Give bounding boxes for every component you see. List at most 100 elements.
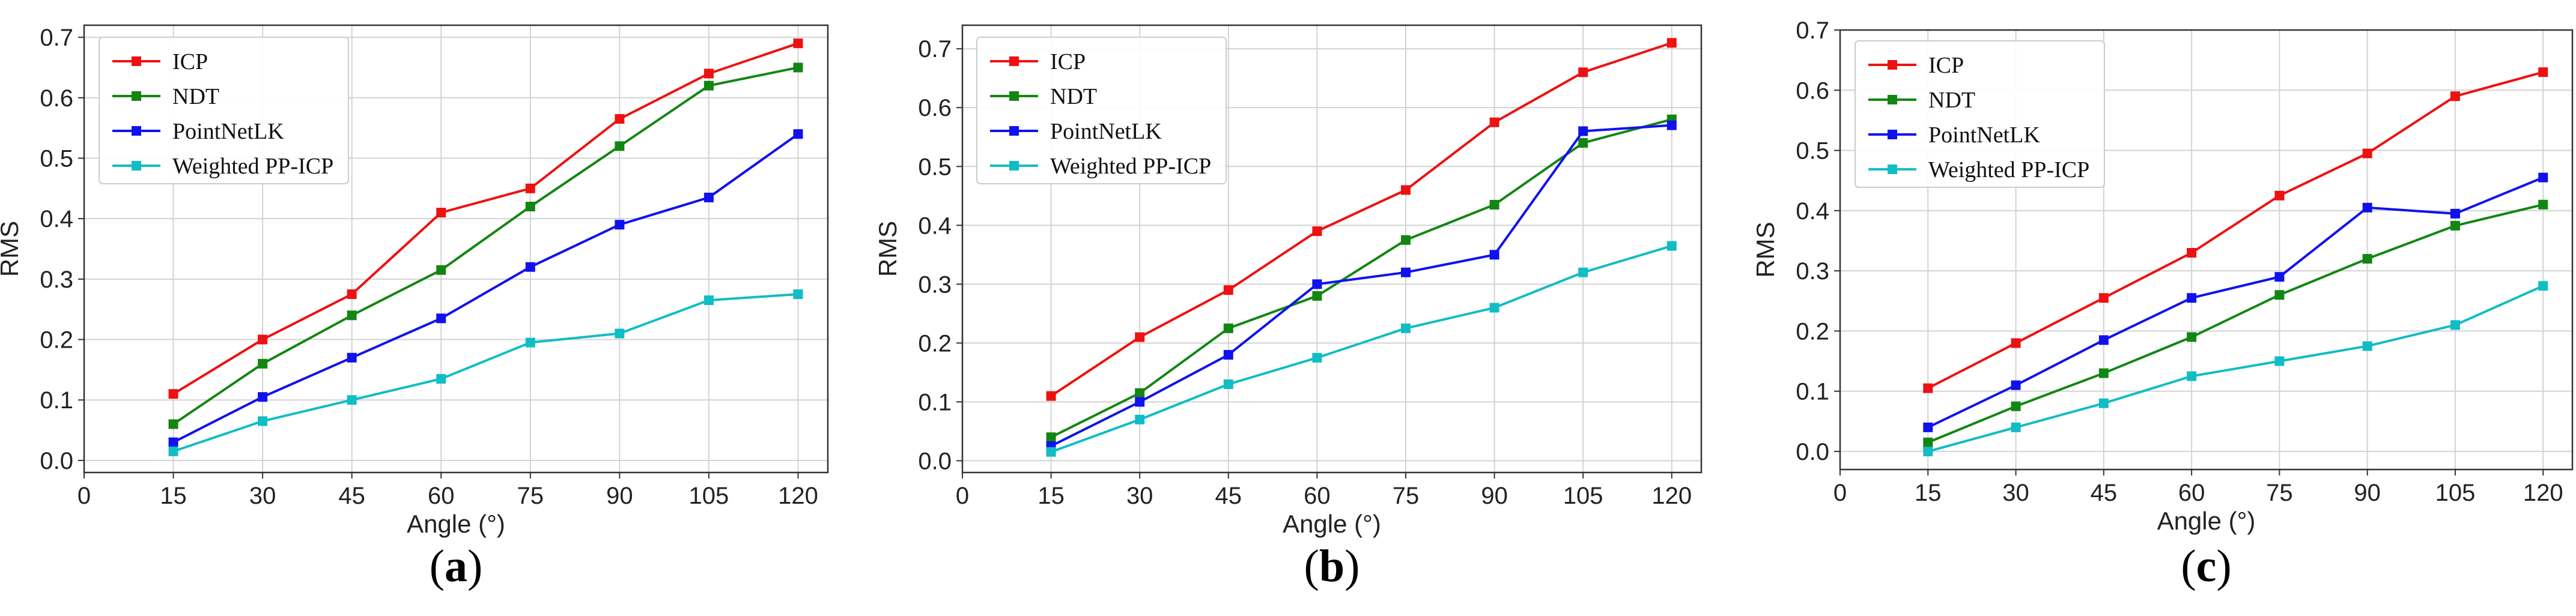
data-point <box>2362 148 2372 159</box>
data-point <box>1489 199 1499 210</box>
data-point <box>1312 279 1322 289</box>
data-point <box>1312 352 1322 363</box>
legend-label: PointNetLK <box>172 119 284 144</box>
data-point <box>436 265 446 275</box>
data-point <box>1666 120 1677 130</box>
series-line <box>1927 71 2544 390</box>
chart-panel-c: 0 15 30 45 60 75 90 105 120 0.0 0.1 0.2 0.3 0.4 0.5 0.6… <box>1751 17 2574 591</box>
data-point <box>436 373 446 384</box>
legend-box <box>976 37 1227 184</box>
legend-label: PointNetLK <box>1050 119 1162 144</box>
data-point <box>2098 335 2109 345</box>
data-point <box>703 192 714 202</box>
data-point <box>347 352 357 363</box>
y-axis-label: RMS <box>873 221 902 277</box>
data-point <box>168 446 178 456</box>
x-tick-label: 30 <box>2002 480 2029 506</box>
data-point <box>703 295 714 306</box>
x-tick-label: 105 <box>1563 483 1603 509</box>
legend-marker <box>1888 60 1897 70</box>
data-point <box>525 337 535 348</box>
x-tick-label: 15 <box>1915 480 1942 506</box>
data-point <box>2011 422 2021 432</box>
data-point <box>793 62 803 73</box>
data-point <box>793 129 803 139</box>
legend-box <box>99 37 349 184</box>
data-point <box>2098 398 2109 408</box>
data-point <box>1578 138 1588 148</box>
legend-marker <box>1009 91 1019 101</box>
data-point <box>258 334 268 345</box>
data-point <box>347 395 357 405</box>
data-point <box>258 416 268 426</box>
x-tick-label: 90 <box>606 483 633 509</box>
x-tick-label: 120 <box>2523 480 2563 506</box>
x-tick-label: 60 <box>428 483 455 509</box>
legend-marker <box>132 161 141 171</box>
legend-label: NDT <box>1928 88 1975 113</box>
y-tick-label: 0.0 <box>1796 439 1829 465</box>
data-point <box>2362 202 2372 213</box>
y-tick-label: 0.1 <box>1796 379 1829 405</box>
x-tick-label: 60 <box>1304 483 1331 509</box>
x-tick-label: 45 <box>2091 480 2118 506</box>
x-tick-label: 90 <box>1481 483 1508 509</box>
series-line <box>172 42 799 395</box>
data-point <box>2274 356 2285 366</box>
data-point <box>1489 303 1499 313</box>
data-point <box>1401 267 1411 277</box>
x-tick-label: 105 <box>2435 480 2476 506</box>
panel-label: (a) <box>430 541 483 591</box>
plot-frame <box>1839 29 2574 471</box>
legend-label: NDT <box>1050 84 1097 109</box>
legend-marker <box>1009 161 1019 171</box>
y-tick-label: 0.5 <box>918 154 952 180</box>
y-tick-label: 0.6 <box>40 85 73 112</box>
series-line <box>172 293 798 453</box>
y-tick-label: 0.7 <box>1796 17 1829 44</box>
legend-marker <box>132 56 141 66</box>
x-tick-label: 120 <box>778 483 818 509</box>
data-point <box>615 220 625 230</box>
y-tick-label: 0.1 <box>918 389 952 415</box>
data-point <box>1578 267 1588 277</box>
chart-panel-a: 0 15 30 45 60 75 90 105 120 0.0 0.1 0.2 0.3 0.4 0.5 0.6… <box>0 24 829 591</box>
legend-label: Weighted PP-ICP <box>1050 154 1211 179</box>
data-point <box>1135 332 1145 342</box>
data-point <box>615 328 625 339</box>
series-line <box>1927 285 2544 453</box>
series-line <box>1927 176 2544 429</box>
data-point <box>2538 281 2548 291</box>
x-tick-label: 0 <box>956 483 969 509</box>
data-point <box>1666 38 1677 48</box>
y-tick-label: 0.0 <box>918 448 952 474</box>
y-axis-label: RMS <box>0 221 23 277</box>
data-point <box>1135 397 1145 407</box>
x-tick-label: 60 <box>2178 480 2205 506</box>
x-axis-label: Angle (°) <box>1283 510 1381 538</box>
data-point <box>615 141 625 151</box>
legend-box <box>1855 40 2105 188</box>
x-tick-label: 0 <box>77 483 91 509</box>
data-point <box>2187 248 2197 258</box>
legend-marker <box>132 91 141 101</box>
legend: ICP NDT PointNetLK Weighted PP-ICP <box>1855 40 2105 188</box>
legend-marker <box>1009 126 1019 136</box>
data-point <box>347 310 357 321</box>
data-point <box>1401 185 1411 195</box>
x-tick-label: 15 <box>160 483 187 509</box>
data-point <box>347 289 357 300</box>
legend-marker <box>132 126 141 136</box>
data-point <box>2362 341 2372 351</box>
series-line <box>1050 244 1672 453</box>
data-point <box>525 202 535 212</box>
series-line <box>1050 41 1672 397</box>
data-point <box>168 437 178 447</box>
legend-marker <box>1009 56 1019 66</box>
data-point <box>168 419 178 429</box>
data-point <box>258 392 268 402</box>
legend-label: NDT <box>172 84 219 109</box>
data-point <box>793 38 803 49</box>
data-point <box>1135 388 1145 398</box>
